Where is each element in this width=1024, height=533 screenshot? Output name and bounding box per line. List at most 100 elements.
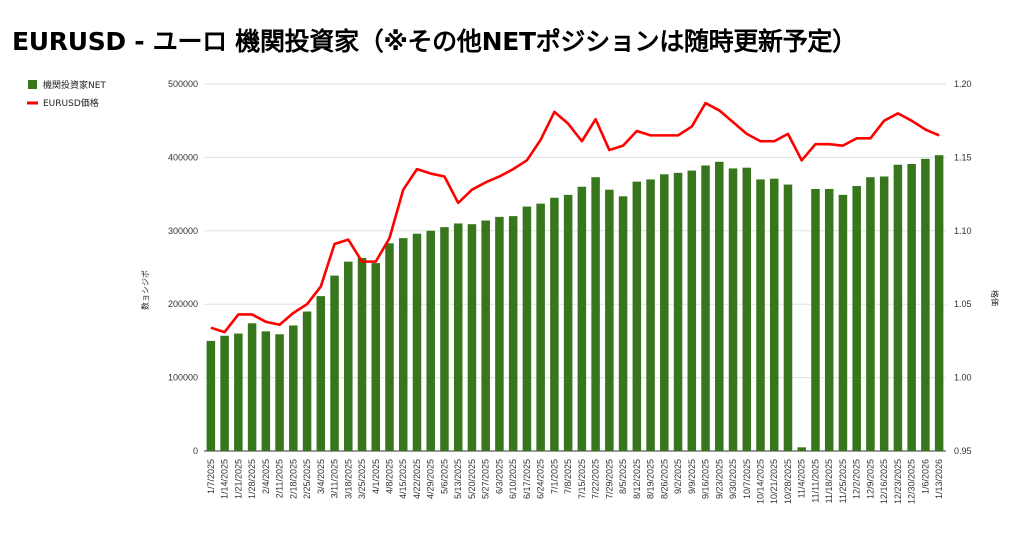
y-axis-left: 0 100000 200000 300000 400000 500000 (168, 79, 198, 456)
bar (234, 333, 243, 451)
bar (536, 203, 545, 451)
bar (701, 165, 710, 451)
x-tick-label: 2/25/2025 (302, 459, 312, 499)
bar (522, 206, 532, 451)
bar (824, 188, 834, 451)
bar (632, 181, 642, 451)
y-right-tick-label: 1.00 (954, 373, 972, 383)
x-tick-label: 12/16/2025 (879, 459, 889, 504)
x-tick-label: 9/9/2025 (687, 459, 697, 494)
bar (275, 334, 284, 451)
x-tick-label: 7/8/2025 (563, 459, 573, 494)
bar (783, 184, 793, 452)
bar (811, 188, 820, 451)
bar (838, 194, 848, 452)
y-right-tick-label: 0.95 (954, 446, 972, 456)
x-tick-label: 10/28/2025 (783, 459, 793, 504)
x-tick-label: 1/7/2025 (206, 459, 216, 494)
x-tick-label: 8/19/2025 (646, 459, 656, 499)
bar (797, 447, 806, 451)
bar (605, 189, 614, 452)
bar (673, 172, 683, 451)
bar (756, 179, 765, 452)
price-line (210, 101, 940, 334)
x-tick-label: 3/25/2025 (357, 459, 367, 499)
y-left-tick-label: 400000 (168, 152, 198, 162)
y-right-tick-label: 1.10 (954, 226, 972, 236)
x-tick-label: 1/14/2025 (220, 459, 230, 499)
x-tick-label: 11/4/2025 (797, 459, 807, 498)
x-tick-label: 8/26/2025 (659, 459, 669, 499)
x-tick-label: 5/6/2025 (439, 459, 449, 494)
x-tick-label: 6/24/2025 (536, 459, 546, 499)
bar (261, 331, 271, 451)
y-right-tick-label: 1.20 (954, 79, 972, 89)
bar (742, 167, 752, 451)
bar (385, 243, 394, 451)
x-tick-label: 3/18/2025 (343, 459, 353, 499)
y-left-tick-label: 100000 (168, 373, 198, 383)
y-axis-right-title: 格価 (990, 290, 1000, 306)
bar (412, 233, 422, 451)
x-tick-label: 7/15/2025 (577, 459, 587, 499)
bar (357, 257, 367, 451)
bar (453, 223, 463, 451)
bar (508, 216, 518, 451)
bar (289, 325, 298, 451)
x-tick-label: 7/1/2025 (549, 459, 559, 494)
bar (769, 178, 779, 451)
y-axis-right: 0.95 1.00 1.05 1.10 1.15 1.20 (954, 79, 972, 456)
x-tick-label: 4/1/2025 (371, 459, 381, 494)
x-tick-label: 10/14/2025 (756, 459, 766, 504)
x-tick-label: 12/30/2025 (907, 459, 917, 504)
bar (646, 179, 655, 452)
bar (893, 164, 903, 452)
bar (907, 164, 916, 452)
x-tick-label: 11/18/2025 (824, 459, 834, 503)
x-tick-label: 12/23/2025 (893, 459, 903, 504)
bar-series (206, 155, 944, 452)
x-tick-label: 1/21/2025 (233, 459, 243, 499)
x-tick-label: 12/9/2025 (865, 459, 875, 499)
bar (687, 170, 697, 451)
x-tick-label: 1/28/2025 (247, 459, 257, 499)
bar (398, 238, 408, 451)
bar (921, 158, 930, 452)
bar (330, 275, 339, 451)
y-right-tick-label: 1.05 (954, 299, 972, 309)
bar (206, 340, 216, 451)
y-axis-left-title: 数ョシジポ (140, 270, 150, 310)
x-tick-label: 9/2/2025 (673, 459, 683, 494)
x-tick-label: 11/25/2025 (838, 459, 848, 503)
x-tick-label: 12/2/2025 (852, 459, 862, 499)
bar (495, 216, 504, 451)
y-left-tick-label: 0 (193, 446, 198, 456)
bar (550, 197, 559, 451)
x-tick-label: 8/12/2025 (632, 459, 642, 499)
y-left-tick-label: 200000 (168, 299, 198, 309)
y-left-tick-label: 300000 (168, 226, 198, 236)
legend-swatch-bars (28, 80, 37, 89)
bar (934, 155, 944, 451)
bar (247, 323, 257, 451)
x-tick-label: 7/29/2025 (604, 459, 614, 499)
bar (660, 174, 669, 452)
x-tick-label: 4/15/2025 (398, 459, 408, 499)
bar (715, 161, 724, 451)
bar (852, 186, 861, 451)
legend-label-line: EURUSD価格 (43, 97, 99, 109)
x-tick-label: 2/11/2025 (275, 459, 285, 498)
bar (302, 311, 312, 451)
x-tick-label: 8/5/2025 (618, 459, 628, 494)
chart-title: EURUSD - ユーロ 機関投資家（※その他NETポジションは随時更新予定） (12, 27, 857, 56)
bar (563, 194, 573, 452)
bar (577, 186, 587, 451)
bar (220, 335, 229, 451)
x-tick-label: 6/3/2025 (494, 459, 504, 494)
x-tick-label: 1/6/2026 (920, 459, 930, 494)
bar (426, 230, 435, 451)
x-tick-label: 6/17/2025 (522, 459, 532, 499)
line-series (210, 101, 940, 334)
x-tick-label: 5/27/2025 (481, 459, 491, 499)
bar (371, 263, 381, 451)
